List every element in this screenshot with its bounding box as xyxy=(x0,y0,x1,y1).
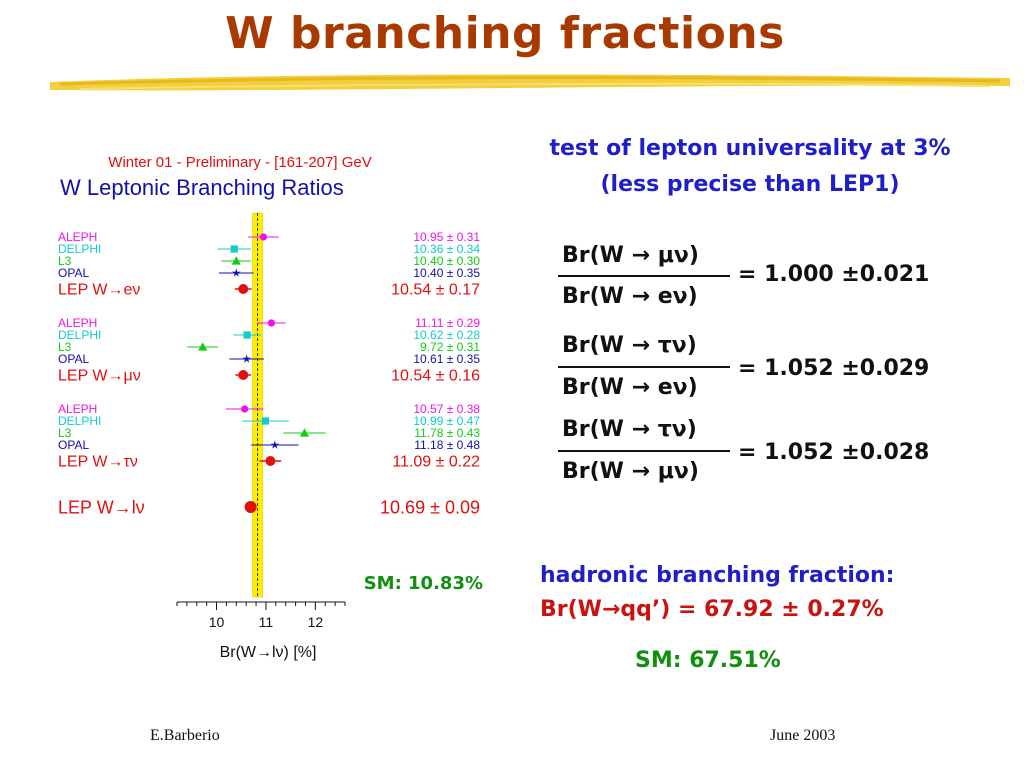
ratio-1-denominator: Br(W → eν) xyxy=(562,284,698,309)
group-2-row-1-label: DELPHI xyxy=(58,414,101,428)
group-2-row-3-marker xyxy=(270,440,280,449)
sm-label: SM: 10.83% xyxy=(364,573,483,594)
hadronic-sm-value: SM: 67.51% xyxy=(635,648,781,673)
group-3-row-0-label: LEP W→lν xyxy=(58,497,145,517)
group-1-row-1-label: DELPHI xyxy=(58,328,101,342)
group-2-row-2-marker xyxy=(299,428,310,437)
ratio-3-fraction-line xyxy=(558,450,730,452)
group-2-row-4-marker xyxy=(265,456,276,466)
group-0-row-1-label: DELPHI xyxy=(58,242,101,256)
group-1-row-1-value-text: 10.62 ± 0.28 xyxy=(413,328,480,342)
group-2-row-3-label: OPAL xyxy=(58,438,89,452)
x-tick-label: 12 xyxy=(308,614,324,630)
group-1-row-2-value-text: 9.72 ± 0.31 xyxy=(420,340,480,354)
group-0-row-1-marker xyxy=(230,245,238,253)
group-1-row-4-value-text: 10.54 ± 0.16 xyxy=(391,368,480,385)
group-2-row-1-value-text: 10.99 ± 0.47 xyxy=(413,414,480,428)
group-0-row-3-label: OPAL xyxy=(58,266,89,280)
footer-author: E.Barberio xyxy=(150,727,220,744)
group-1-row-2-label: L3 xyxy=(58,340,72,354)
universality-line1: test of lepton universality at 3% xyxy=(549,136,951,161)
group-2-row-0-label: ALEPH xyxy=(58,402,97,416)
footer-date: June 2003 xyxy=(770,727,836,744)
slide-title: W branching fractions xyxy=(225,8,785,59)
group-0-row-2-label: L3 xyxy=(58,254,72,268)
group-2-row-1-marker xyxy=(261,417,270,425)
group-2-row-4-label: LEP W→τν xyxy=(58,454,138,471)
ratio-1-numerator: Br(W → μν) xyxy=(562,243,699,268)
group-1-row-1-marker xyxy=(243,331,251,339)
group-1-row-3-label: OPAL xyxy=(58,352,89,366)
chart-subtitle: Winter 01 - Preliminary - [161-207] GeV xyxy=(108,154,371,171)
universality-line2: (less precise than LEP1) xyxy=(600,172,900,197)
ratio-3-numerator: Br(W → τν) xyxy=(562,417,697,442)
group-2-row-4-value-text: 11.09 ± 0.22 xyxy=(392,454,480,471)
x-tick-label: 11 xyxy=(259,614,274,630)
ratio-2-numerator: Br(W → τν) xyxy=(562,333,697,358)
group-2-row-0-marker xyxy=(241,405,249,413)
group-3-row-0-value-text: 10.69 ± 0.09 xyxy=(380,497,480,517)
group-0-row-0-marker xyxy=(259,233,268,241)
group-0-row-4-marker xyxy=(238,284,249,294)
ratio-2-denominator: Br(W → eν) xyxy=(562,375,698,400)
group-0-row-0-value-text: 10.95 ± 0.31 xyxy=(413,230,480,244)
group-0-row-2-marker xyxy=(231,256,241,265)
group-1-row-4-label: LEP W→μν xyxy=(58,368,141,385)
group-0-row-1-value-text: 10.36 ± 0.34 xyxy=(413,242,480,256)
group-1-row-4-marker xyxy=(238,370,249,380)
ratio-2-fraction-line xyxy=(558,366,730,368)
group-1-row-0-value-text: 11.11 ± 0.29 xyxy=(415,316,480,330)
group-2-row-2-value-text: 11.78 ± 0.43 xyxy=(414,426,480,440)
ratio-3-value: = 1.052 ±0.028 xyxy=(738,440,930,465)
chart-title: W Leptonic Branching Ratios xyxy=(60,175,344,200)
group-0-row-2-value-text: 10.40 ± 0.30 xyxy=(413,254,480,268)
group-0-row-0-label: ALEPH xyxy=(58,230,97,244)
group-1-row-0-marker xyxy=(267,319,275,327)
ratio-1-value: = 1.000 ±0.021 xyxy=(738,262,930,287)
group-1-row-2-marker xyxy=(198,342,208,351)
ratio-1-fraction-line xyxy=(558,275,730,277)
group-0-row-3-value-text: 10.40 ± 0.35 xyxy=(413,266,480,280)
group-2-row-2-label: L3 xyxy=(58,426,72,440)
group-1-row-3-marker xyxy=(242,354,251,363)
x-axis-label: Br(W→lν) [%] xyxy=(220,644,317,661)
group-1-row-0-label: ALEPH xyxy=(58,316,97,330)
hadronic-label: hadronic branching fraction: xyxy=(540,563,895,588)
group-3-row-0-marker xyxy=(244,501,257,513)
group-0-row-3-marker xyxy=(231,268,241,277)
leptonic-br-chart: Winter 01 - Preliminary - [161-207] GeV … xyxy=(58,154,483,661)
title-underline-brushstroke xyxy=(50,74,1010,91)
ratio-2-value: = 1.052 ±0.029 xyxy=(738,356,930,381)
hadronic-value: Br(W→qq’) = 67.92 ± 0.27% xyxy=(540,597,884,622)
ratio-3-denominator: Br(W → μν) xyxy=(562,459,699,484)
group-1-row-3-value-text: 10.61 ± 0.35 xyxy=(413,352,480,366)
group-0-row-4-value-text: 10.54 ± 0.17 xyxy=(391,282,480,299)
group-2-row-3-value-text: 11.18 ± 0.48 xyxy=(414,438,480,452)
plot-area: ALEPH 10.95 ± 0.31 DELPHI 10.36 ± 0.34 L3 10.… xyxy=(58,212,480,630)
group-2-row-0-value-text: 10.57 ± 0.38 xyxy=(413,402,480,416)
group-0-row-4-label: LEP W→eν xyxy=(58,282,140,299)
x-tick-label: 10 xyxy=(209,614,225,630)
